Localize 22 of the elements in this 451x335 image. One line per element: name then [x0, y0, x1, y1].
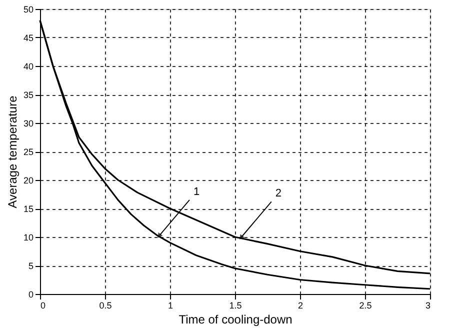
y-tick-label: 5 — [28, 261, 34, 271]
x-tick-label: 2 — [298, 300, 304, 310]
y-tick-label: 40 — [23, 62, 34, 72]
annotation: 2 — [275, 188, 282, 200]
y-axis-title: Average temperature — [5, 95, 20, 208]
y-tick-label: 50 — [23, 4, 34, 14]
y-tick-label: 45 — [23, 33, 34, 43]
y-tick-label: 25 — [23, 147, 34, 157]
y-tick-label: 10 — [23, 232, 34, 242]
y-tick-label: 35 — [23, 90, 34, 100]
x-tick-label: 2.5 — [359, 300, 372, 310]
x-axis-title: Time of cooling-down — [178, 312, 292, 326]
x-tick-label: 1.5 — [229, 300, 242, 310]
y-tick-label: 15 — [23, 204, 34, 214]
y-tick-label: 30 — [23, 118, 34, 128]
y-tick-label: 20 — [23, 176, 34, 186]
y-tick-label: 0 — [28, 290, 34, 300]
x-tick-label: 3 — [425, 300, 430, 310]
x-tick-label: 1 — [168, 300, 174, 310]
annotation: 1 — [194, 186, 200, 198]
x-tick-label: 0 — [40, 300, 46, 310]
x-tick-label: 0.5 — [99, 300, 112, 310]
